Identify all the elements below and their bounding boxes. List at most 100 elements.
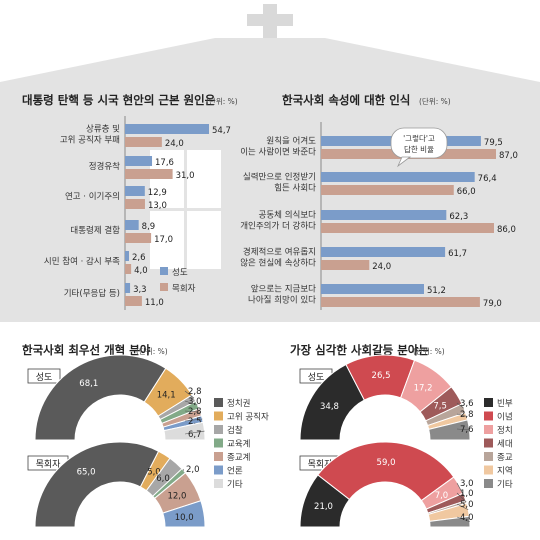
group-label: 목회자	[308, 459, 334, 470]
bar-mokhoeja	[321, 223, 494, 233]
category-label: 힘든 사회다	[274, 183, 316, 194]
group-label: 성도	[36, 372, 53, 383]
leader-line	[182, 468, 185, 471]
segment-label: 4,0	[460, 513, 474, 523]
donut-segment	[163, 421, 206, 441]
legend-swatch	[484, 398, 493, 407]
segment-label: 68,1	[79, 379, 98, 389]
leader-line	[184, 390, 195, 399]
chart-unit: (단위: %)	[206, 96, 238, 106]
value-label: 61,7	[448, 249, 467, 259]
category-label: 정경유착	[89, 161, 120, 172]
bar-mokhoeja	[125, 199, 145, 209]
category-label: 고위 공직자 부패	[60, 135, 120, 146]
bar-mokhoeja	[321, 185, 454, 195]
category-label: 이는 사람이면 봐준다	[240, 147, 316, 158]
category-label: 개인주의가 더 강하다	[240, 221, 316, 232]
segment-label: 12,0	[167, 492, 186, 502]
legend-swatch	[484, 465, 493, 475]
segment-label: 2,5	[188, 417, 202, 427]
legend-label: 검찰	[227, 425, 243, 436]
chart-title: 한국사회 최우선 개혁 분야	[22, 343, 151, 357]
value-label: 31,0	[176, 171, 195, 181]
legend-swatch	[214, 479, 223, 488]
legend-label: 성도	[172, 268, 188, 278]
bar-seongdo	[321, 210, 447, 220]
leader-line	[456, 402, 465, 409]
leader-line	[184, 400, 198, 406]
chart-title: 가장 심각한 사회갈등 분야는	[290, 343, 429, 357]
legend-label: 이념	[497, 412, 513, 423]
reform-priority-chart: 한국사회 최우선 개혁 분야(단위: %) 성도 68,1 14,1 2,83,02,8…	[22, 343, 269, 528]
annotation-text: '그렇다'고	[403, 133, 435, 143]
value-label: 13,0	[148, 201, 167, 211]
leader-line	[456, 413, 467, 417]
value-label: 11,0	[145, 298, 164, 308]
chart-unit: (단위: %)	[136, 346, 168, 356]
donut-segment	[34, 354, 167, 441]
legend-label: 지역	[497, 466, 513, 477]
legend-swatch	[484, 411, 493, 421]
value-label: 2,6	[132, 253, 146, 263]
segment-label: 1,0	[460, 489, 474, 499]
bar-mokhoeja	[125, 296, 142, 306]
category-label: 원칙을 어겨도	[266, 136, 316, 147]
group-label: 성도	[308, 372, 325, 383]
segment-label: 5,0	[147, 468, 161, 478]
bar-seongdo	[125, 251, 129, 261]
value-label: 4,0	[134, 266, 148, 276]
legend-swatch	[214, 398, 223, 407]
annotation-tail	[397, 156, 412, 168]
value-label: 51,2	[427, 286, 446, 296]
category-label: 실력만으로 인정받기	[243, 172, 316, 183]
segment-label: 7,5	[433, 402, 447, 412]
legend-label: 고위 공직자	[227, 412, 269, 423]
segment-label: 2,8	[460, 410, 474, 420]
chart-title: 한국사회 속성에 대한 인식	[282, 93, 410, 107]
leader-line	[456, 503, 469, 511]
category-label: 나아질 희망이 있다	[248, 295, 316, 306]
root-cause-chart: 대통령 탄핵 등 시국 현안의 근본 원인은(단위: %) 상류층 및고위 공직자…	[22, 93, 238, 310]
value-label: 24,0	[372, 262, 391, 272]
category-label: 대통령제 결함	[70, 225, 120, 236]
donut-segment	[428, 419, 471, 441]
legend-label: 교육계	[227, 439, 250, 450]
segment-label: 17,2	[414, 383, 433, 393]
value-label: 17,6	[155, 158, 174, 168]
segment-label: 7,6	[460, 425, 474, 435]
bar-seongdo	[321, 172, 475, 182]
conflict-area-chart: 가장 심각한 사회갈등 분야는(단위: %) 성도 34,8 26,5 17,27,5 3…	[290, 343, 513, 528]
donut-segment	[429, 515, 471, 528]
value-label: 54,7	[212, 126, 231, 136]
value-label: 86,0	[497, 225, 516, 235]
category-label: 시민 참여 · 감시 부족	[44, 256, 120, 267]
legend-swatch	[160, 267, 168, 275]
category-label: 경제적으로 여유롭지	[243, 247, 316, 258]
church-background	[0, 4, 540, 322]
bar-mokhoeja	[321, 297, 480, 307]
group-badge	[27, 368, 61, 384]
legend-label: 빈부	[497, 399, 513, 409]
legend-label: 세대	[497, 440, 513, 450]
segment-label: 2,8	[188, 407, 202, 417]
legend-label: 목회자	[172, 284, 196, 294]
legend-swatch	[160, 283, 168, 291]
segment-label: 10,0	[175, 513, 194, 523]
legend-swatch	[214, 438, 223, 448]
value-label: 79,5	[484, 138, 503, 148]
value-label: 66,0	[457, 187, 476, 197]
bar-mokhoeja	[125, 169, 173, 179]
value-label: 79,0	[483, 299, 502, 309]
category-label: 공동체 의식보다	[259, 210, 317, 221]
segment-label: 21,0	[314, 502, 333, 512]
value-label: 62,3	[449, 212, 468, 222]
legend-swatch	[484, 452, 493, 461]
legend-swatch	[484, 438, 493, 448]
bar-seongdo	[125, 156, 153, 166]
segment-label: 3,0	[460, 479, 474, 489]
group-label: 목회자	[36, 459, 62, 470]
legend-label: 정치	[497, 425, 513, 436]
value-label: 87,0	[499, 151, 518, 161]
legend-swatch	[214, 411, 223, 421]
legend-label: 언론	[227, 466, 243, 477]
